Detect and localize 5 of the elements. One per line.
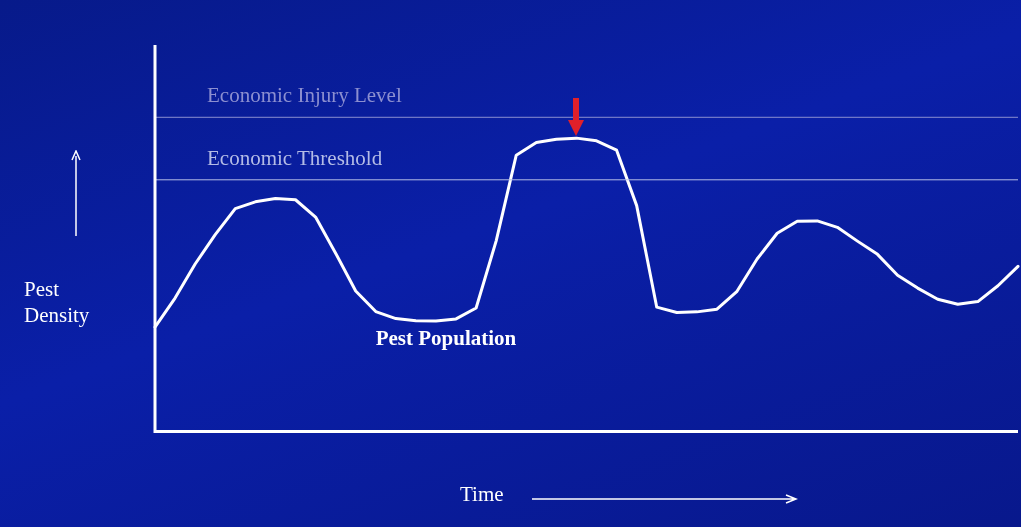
ref-line-label: Economic Injury Level	[207, 83, 402, 108]
ref-line-label: Economic Threshold	[207, 145, 383, 170]
y-axis-title: Pest Density	[24, 276, 91, 328]
series-label: Pest Population	[375, 325, 517, 350]
x-axis-title: Time	[460, 482, 504, 507]
